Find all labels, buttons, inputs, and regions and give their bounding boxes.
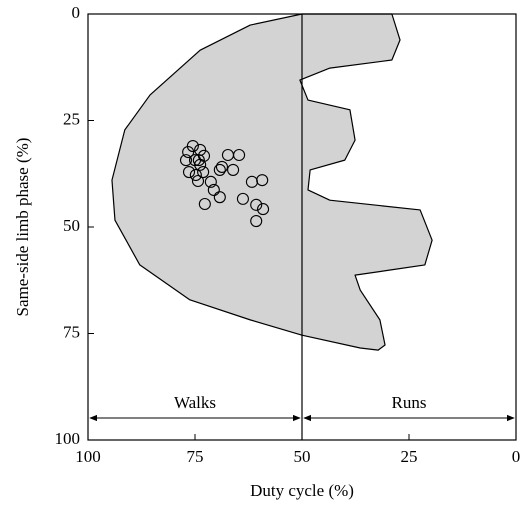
point <box>256 174 269 187</box>
point <box>189 168 202 182</box>
annotation: Walks <box>174 393 216 412</box>
point <box>236 192 249 205</box>
x-axis-label: Duty cycle (%) <box>250 481 354 500</box>
point <box>197 165 210 179</box>
y-tick-label: 25 <box>63 109 80 128</box>
y-axis-label: Same-side limb phase (%) <box>13 138 32 317</box>
y-tick-label: 75 <box>63 322 80 341</box>
point <box>198 197 211 211</box>
x-tick-label: 100 <box>75 447 101 466</box>
point <box>257 203 270 216</box>
y-tick-label: 0 <box>72 3 81 22</box>
point <box>182 165 196 179</box>
point <box>207 183 220 196</box>
point <box>213 191 226 204</box>
point <box>182 145 195 159</box>
point <box>194 158 207 171</box>
y-tick-label: 100 <box>55 429 81 448</box>
point <box>179 154 193 167</box>
x-tick-label: 25 <box>401 447 418 466</box>
x-tick-label: 50 <box>294 447 311 466</box>
region <box>111 13 433 351</box>
point <box>213 163 226 176</box>
point <box>250 214 263 228</box>
x-tick-label: 75 <box>187 447 204 466</box>
x-tick-label: 0 <box>512 447 521 466</box>
point <box>233 148 246 162</box>
point <box>194 143 207 156</box>
point <box>215 160 229 173</box>
point <box>204 175 217 188</box>
y-tick-label: 50 <box>63 216 80 235</box>
point <box>191 174 205 188</box>
point <box>227 163 240 176</box>
point <box>250 198 263 211</box>
annotation: Runs <box>392 393 427 412</box>
